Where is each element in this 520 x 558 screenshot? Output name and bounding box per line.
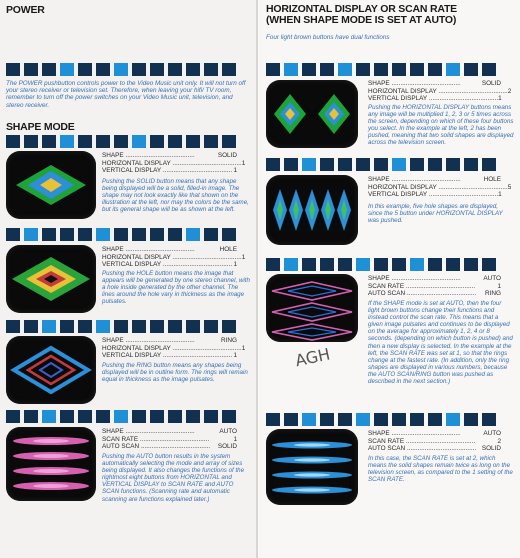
tv-screen-5-holes — [266, 175, 358, 245]
spec-r4: SHAPE ..................................… — [368, 430, 501, 453]
block-strip-2 — [6, 228, 236, 241]
hdisplay-heading: HORIZONTAL DISPLAY OR SCAN RATE (WHEN SH… — [266, 4, 457, 26]
spec-r3: SHAPE ..................................… — [368, 275, 501, 298]
block-strip-r3 — [266, 258, 496, 271]
tv-screen-hole — [6, 245, 96, 313]
spec-hole: SHAPE ..................................… — [102, 246, 246, 269]
spec-solid: SHAPE ..................................… — [102, 152, 246, 175]
block-strip-shape — [6, 135, 236, 148]
desc-hole: Pushing the HOLE button means the image … — [102, 270, 250, 306]
desc-r4: In this case, the SCAN RATE is set at 2,… — [368, 455, 513, 484]
handwritten-annotation: AGH — [293, 335, 332, 379]
tv-screen-2-solids — [266, 80, 358, 148]
block-strip-r4 — [266, 413, 496, 426]
tv-screen-ring — [6, 336, 96, 404]
shape-mode-heading: SHAPE MODE — [6, 121, 75, 133]
page-spine — [256, 0, 258, 558]
spec-r1: SHAPE ..................................… — [368, 80, 512, 103]
tv-screen-solid — [6, 151, 96, 219]
tv-screen-rings — [266, 274, 358, 342]
block-strip-power — [6, 63, 236, 76]
power-description: The POWER pushbutton controls power to t… — [6, 80, 246, 109]
block-strip-r1 — [266, 63, 496, 76]
desc-r2: In this example, five hole shapes are di… — [368, 203, 503, 225]
block-strip-3 — [6, 320, 236, 333]
svg-text:AGH: AGH — [294, 344, 331, 370]
desc-ring: Pushing the RING button means any shapes… — [102, 362, 248, 384]
desc-r1: Pushing the HORIZONTAL DISPLAY buttons m… — [368, 104, 514, 147]
power-heading: POWER — [6, 4, 45, 16]
block-strip-4 — [6, 410, 236, 423]
hdisplay-subtitle: Four light brown buttons have dual funct… — [266, 34, 390, 41]
desc-r3: If the SHAPE mode is set at AUTO, then t… — [368, 300, 513, 386]
spec-auto: SHAPE ..................................… — [102, 428, 237, 451]
desc-auto: Pushing the AUTO button results in the s… — [102, 453, 245, 503]
tv-screen-auto — [6, 427, 96, 501]
spec-ring: SHAPE ..................................… — [102, 337, 246, 360]
desc-solid: Pushing the SOLID button means that any … — [102, 178, 249, 214]
spec-r2: SHAPE ..................................… — [368, 176, 512, 199]
tv-screen-auto-2 — [266, 429, 358, 505]
block-strip-r2 — [266, 158, 496, 171]
hdisplay-heading-line1: HORIZONTAL DISPLAY OR SCAN RATE — [266, 3, 457, 15]
hdisplay-heading-line2: (WHEN SHAPE MODE IS SET AT AUTO) — [266, 14, 457, 26]
